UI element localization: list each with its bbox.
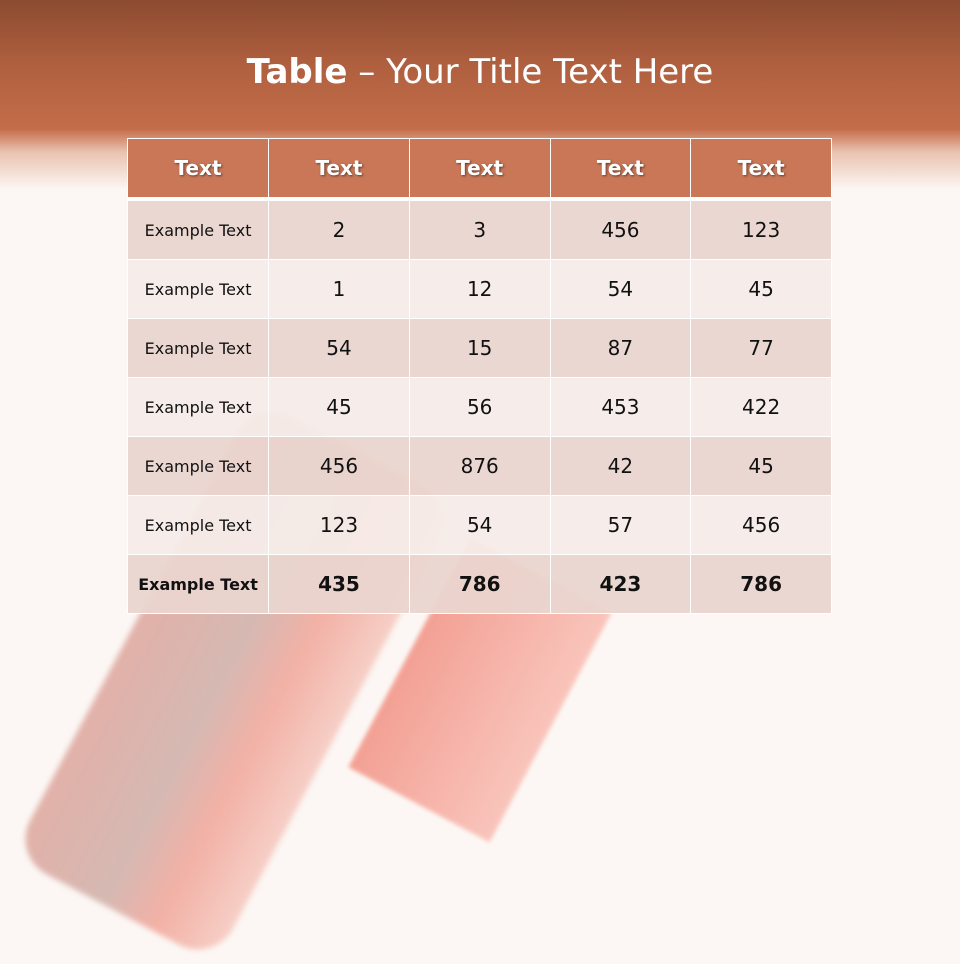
column-header: Text bbox=[126, 138, 270, 200]
table-cell: 422 bbox=[690, 377, 832, 437]
table-cell: 876 bbox=[408, 436, 551, 496]
table-cell: 56 bbox=[408, 377, 551, 437]
data-table: Text Text Text Text Text Example Text 2 3 456 12… bbox=[126, 138, 832, 614]
table-cell: 2 bbox=[268, 198, 410, 260]
table-cell: 423 bbox=[549, 554, 692, 614]
table-row: Example Text 54 15 87 77 bbox=[126, 318, 832, 378]
table-cell: 15 bbox=[408, 318, 551, 378]
column-header: Text bbox=[549, 138, 692, 200]
table-row: Example Text 123 54 57 456 bbox=[126, 495, 832, 555]
table-row: Example Text 456 876 42 45 bbox=[126, 436, 832, 496]
table-row: Example Text 45 56 453 422 bbox=[126, 377, 832, 437]
title-rest: – Your Title Text Here bbox=[347, 52, 714, 92]
row-label: Example Text bbox=[126, 436, 270, 496]
table-cell: 456 bbox=[549, 198, 692, 260]
row-label: Example Text bbox=[126, 377, 270, 437]
table-row: Example Text 2 3 456 123 bbox=[126, 198, 832, 260]
header-row: Text Text Text Text Text bbox=[126, 138, 832, 200]
table-cell: 1 bbox=[268, 259, 410, 319]
table-cell: 456 bbox=[268, 436, 410, 496]
table-cell: 57 bbox=[549, 495, 692, 555]
column-header: Text bbox=[408, 138, 551, 200]
row-label: Example Text bbox=[126, 554, 270, 614]
table-cell: 77 bbox=[690, 318, 832, 378]
table-cell: 786 bbox=[408, 554, 551, 614]
column-header: Text bbox=[268, 138, 410, 200]
table-cell: 54 bbox=[549, 259, 692, 319]
table-cell: 42 bbox=[549, 436, 692, 496]
column-header: Text bbox=[690, 138, 832, 200]
table-cell: 3 bbox=[408, 198, 551, 260]
table-row: Example Text 1 12 54 45 bbox=[126, 259, 832, 319]
table-cell: 45 bbox=[268, 377, 410, 437]
table-cell: 87 bbox=[549, 318, 692, 378]
row-label: Example Text bbox=[126, 259, 270, 319]
table-cell: 435 bbox=[268, 554, 410, 614]
table-cell: 54 bbox=[268, 318, 410, 378]
table-cell: 12 bbox=[408, 259, 551, 319]
table-cell: 45 bbox=[690, 436, 832, 496]
row-label: Example Text bbox=[126, 495, 270, 555]
total-row: Example Text 435 786 423 786 bbox=[126, 554, 832, 614]
table-cell: 123 bbox=[268, 495, 410, 555]
table-cell: 453 bbox=[549, 377, 692, 437]
slide-title: Table – Your Title Text Here bbox=[0, 52, 960, 92]
table-cell: 45 bbox=[690, 259, 832, 319]
table-cell: 123 bbox=[690, 198, 832, 260]
row-label: Example Text bbox=[126, 198, 270, 260]
table-cell: 786 bbox=[690, 554, 832, 614]
title-bold: Table bbox=[246, 52, 348, 92]
table-cell: 54 bbox=[408, 495, 551, 555]
table-cell: 456 bbox=[690, 495, 832, 555]
row-label: Example Text bbox=[126, 318, 270, 378]
